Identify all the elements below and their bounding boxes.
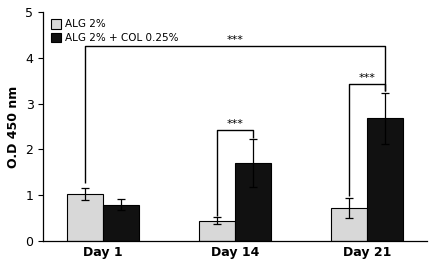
Bar bbox=[199, 221, 235, 241]
Bar bbox=[235, 163, 271, 241]
Legend: ALG 2%, ALG 2% + COL 0.25%: ALG 2%, ALG 2% + COL 0.25% bbox=[49, 17, 181, 45]
Bar bbox=[103, 205, 139, 241]
Y-axis label: O.D 450 nm: O.D 450 nm bbox=[7, 85, 20, 168]
Bar bbox=[67, 194, 103, 241]
Bar bbox=[367, 118, 403, 241]
Text: ***: *** bbox=[227, 119, 243, 129]
Bar bbox=[331, 208, 367, 241]
Text: ***: *** bbox=[227, 35, 243, 45]
Text: ***: *** bbox=[358, 73, 375, 82]
